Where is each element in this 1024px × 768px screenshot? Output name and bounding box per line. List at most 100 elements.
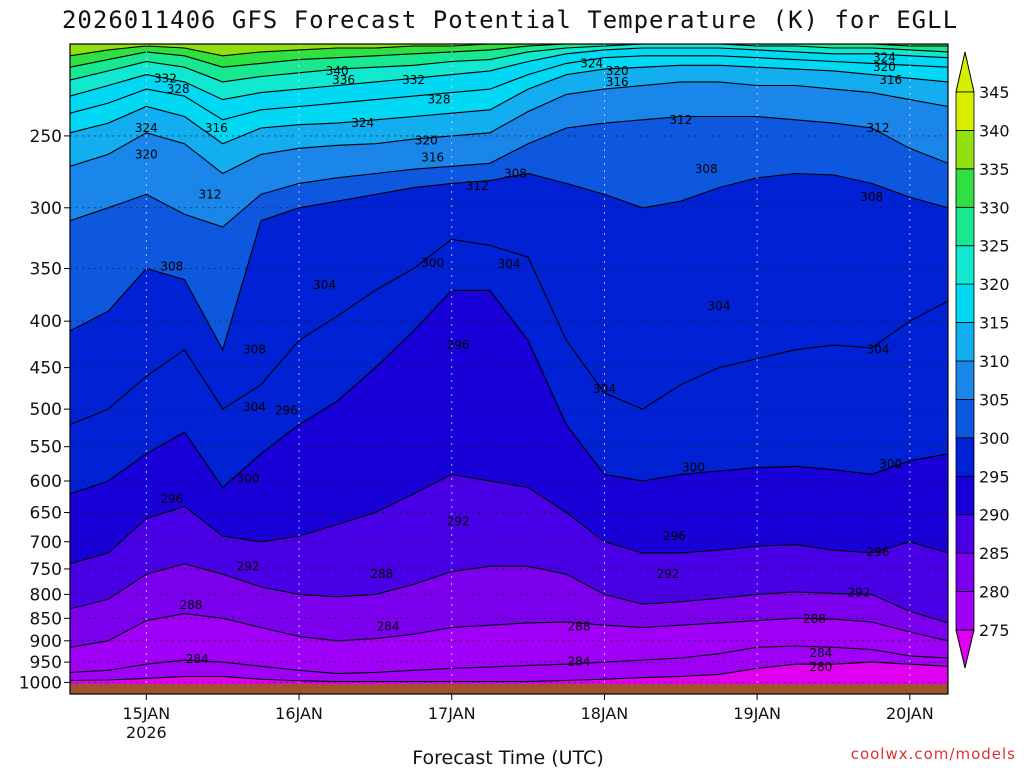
colorbar-label: 295 bbox=[979, 467, 1010, 486]
contour-label: 304 bbox=[593, 382, 616, 396]
isentrope-336 bbox=[70, 44, 948, 68]
colorbar-swatch bbox=[955, 398, 975, 439]
contour-label: 324 bbox=[580, 56, 603, 70]
isentrope-300 bbox=[70, 289, 948, 495]
isentrope-312 bbox=[70, 115, 948, 228]
x-tick-label: 19JAN bbox=[733, 704, 781, 723]
colorbar-label: 340 bbox=[979, 121, 1010, 140]
contour-label: 320 bbox=[873, 60, 896, 74]
contour-label: 312 bbox=[669, 113, 692, 127]
contour-label: 320 bbox=[415, 134, 438, 148]
colorbar-swatch bbox=[955, 552, 975, 592]
contour-label: 288 bbox=[370, 567, 393, 581]
contour-label: 284 bbox=[377, 620, 400, 634]
contour-label: 300 bbox=[682, 461, 705, 475]
contour-label: 284 bbox=[809, 646, 832, 660]
plot-area bbox=[70, 44, 948, 694]
x-axis-title: Forecast Time (UTC) bbox=[412, 747, 603, 768]
x-tick-label: 18JAN bbox=[581, 704, 629, 723]
isentrope-328 bbox=[70, 47, 948, 101]
x-tick-label: 15JAN bbox=[122, 704, 170, 723]
isentrope-320 bbox=[70, 64, 948, 145]
colorbar-swatch bbox=[955, 475, 975, 516]
contour-label: 316 bbox=[606, 75, 629, 89]
colorbar-label: 345 bbox=[979, 83, 1010, 102]
contour-label: 296 bbox=[160, 492, 183, 506]
contour-label: 304 bbox=[708, 299, 731, 313]
y-tick-label: 900 bbox=[30, 632, 62, 652]
colorbar-swatch bbox=[955, 360, 975, 400]
colorbar-label: 275 bbox=[979, 621, 1010, 640]
contour-label: 292 bbox=[447, 515, 470, 529]
contour-label: 304 bbox=[313, 278, 336, 292]
contour-label: 320 bbox=[135, 147, 158, 161]
grid-lines bbox=[70, 44, 948, 694]
isentrope-296 bbox=[70, 473, 948, 565]
y-tick-label: 500 bbox=[30, 400, 62, 420]
y-tick-label: 600 bbox=[30, 472, 62, 492]
contour-label: 300 bbox=[237, 471, 260, 485]
contour-label: 280 bbox=[809, 660, 832, 674]
colorbar-swatch bbox=[955, 206, 975, 247]
isentrope-280 bbox=[70, 661, 948, 683]
colorbar-label: 310 bbox=[979, 352, 1010, 371]
y-tick-label: 400 bbox=[30, 312, 62, 332]
colorbar-min-arrow bbox=[955, 629, 975, 669]
contour-label: 316 bbox=[421, 150, 444, 164]
x-tick-label: 20JAN bbox=[886, 704, 934, 723]
colorbar-swatch bbox=[955, 245, 975, 285]
colorbar-swatch bbox=[955, 129, 975, 170]
y-tick-label: 550 bbox=[30, 438, 62, 458]
colorbar-label: 285 bbox=[979, 544, 1010, 563]
contour-label: 292 bbox=[657, 567, 680, 581]
isentrope-288 bbox=[70, 613, 948, 648]
contour-label: 332 bbox=[154, 71, 177, 85]
colorbar-label: 315 bbox=[979, 314, 1010, 333]
colorbar-max-arrow bbox=[955, 51, 975, 93]
colorbar-label: 280 bbox=[979, 583, 1010, 602]
y-tick-label: 650 bbox=[30, 504, 62, 524]
contour-label: 284 bbox=[568, 654, 591, 668]
isentrope-284 bbox=[70, 645, 948, 675]
watermark: coolwx.com/models bbox=[851, 745, 1016, 763]
contour-label: 304 bbox=[867, 343, 890, 357]
contour-label: 340 bbox=[326, 64, 349, 78]
colorbar-label: 320 bbox=[979, 275, 1010, 294]
contour-label: 324 bbox=[135, 121, 158, 135]
contour-label: 300 bbox=[421, 256, 444, 270]
contour-lines bbox=[70, 44, 948, 683]
colorbar-label: 330 bbox=[979, 198, 1010, 217]
isentrope-316 bbox=[70, 81, 948, 175]
contour-label: 300 bbox=[879, 457, 902, 471]
isentrope-292 bbox=[70, 563, 948, 624]
plot-frame bbox=[69, 43, 949, 695]
colorbar-swatch bbox=[955, 168, 975, 208]
contour-label: 328 bbox=[428, 93, 451, 107]
contour-label: 316 bbox=[205, 121, 228, 135]
contour-label: 312 bbox=[199, 187, 222, 201]
contour-label: 316 bbox=[879, 73, 902, 87]
contour-label: 296 bbox=[447, 338, 470, 352]
contour-label: 336 bbox=[332, 73, 355, 87]
colorbar-swatch bbox=[955, 283, 975, 323]
contour-label: 320 bbox=[606, 64, 629, 78]
isentrope-324 bbox=[70, 55, 948, 121]
contour-label: 292 bbox=[847, 585, 870, 599]
contour-label: 284 bbox=[186, 652, 209, 666]
contour-label: 328 bbox=[167, 82, 190, 96]
contour-label: 308 bbox=[504, 167, 527, 181]
ground-surface bbox=[70, 684, 948, 694]
contour-label: 288 bbox=[179, 598, 202, 612]
contour-label: 332 bbox=[402, 73, 425, 87]
colorbar-swatch bbox=[955, 322, 975, 362]
contour-label: 304 bbox=[243, 400, 266, 414]
x-tick-label: 17JAN bbox=[428, 704, 476, 723]
y-axis: 250 300 350 400 450 500 550 600 650 700 750 800 850 9… bbox=[19, 127, 70, 693]
contour-label: 308 bbox=[243, 343, 266, 357]
y-tick-label: 350 bbox=[30, 260, 62, 280]
isentrope-304 bbox=[70, 238, 948, 426]
colorbar-label: 305 bbox=[979, 390, 1010, 409]
colorbar-label: 335 bbox=[979, 160, 1010, 179]
